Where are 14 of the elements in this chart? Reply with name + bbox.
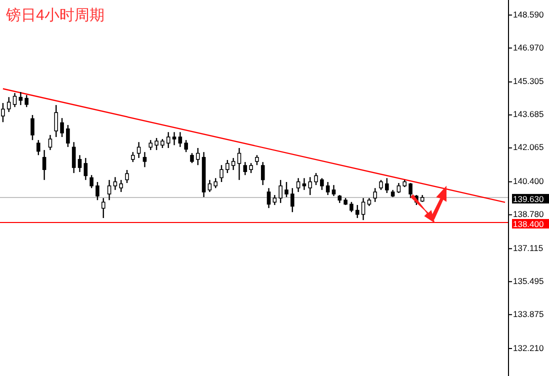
- y-tick-label: 135.495: [513, 276, 544, 286]
- y-tick-label: 143.685: [513, 109, 544, 120]
- y-tick-label: 146.970: [513, 42, 544, 52]
- text: 镑日4小时周期: [5, 7, 104, 24]
- ref-line-label: 138.400: [513, 218, 544, 229]
- y-tick-label: 132.210: [513, 342, 544, 353]
- y-tick-label: 138.780: [513, 209, 544, 220]
- ref-line-label: 139.630: [513, 194, 544, 204]
- y-tick-label: 148.590: [513, 9, 544, 20]
- y-tick-label: 145.305: [513, 76, 544, 86]
- y-tick-label: 142.065: [513, 142, 544, 152]
- y-tick-label: 133.875: [513, 308, 544, 319]
- y-tick-label: 140.400: [513, 176, 544, 186]
- y-tick-label: 137.115: [513, 242, 544, 253]
